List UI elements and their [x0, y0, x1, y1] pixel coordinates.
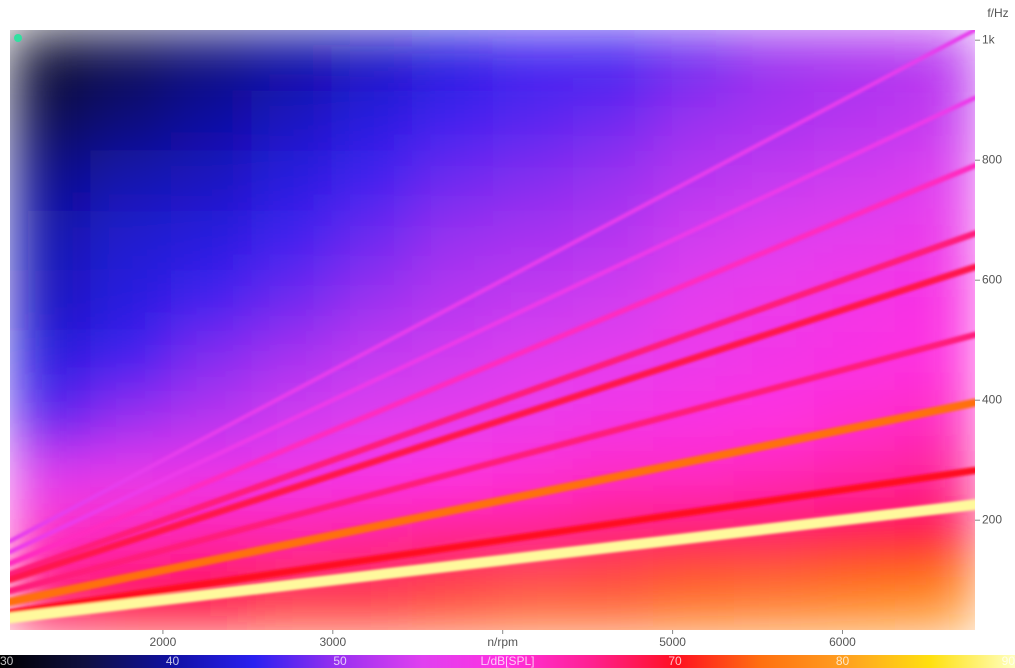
- heatmap-cell: [90, 150, 171, 211]
- heatmap-cell: [171, 210, 252, 271]
- heatmap-cell: [895, 570, 976, 631]
- heatmap-cell: [814, 270, 895, 331]
- heatmap-cell: [90, 30, 171, 91]
- page: {"chart_data": { "type": "spectrogram", …: [0, 0, 1015, 668]
- heatmap-cell: [251, 330, 332, 391]
- colorbar-tick-label: 80: [836, 654, 850, 668]
- heatmap-cell: [332, 270, 413, 331]
- colorbar-tick-label: L/dB[SPL]: [480, 654, 534, 668]
- heatmap-cell: [573, 570, 654, 631]
- y-tick-label: 800: [982, 152, 1002, 166]
- colorbar-tick-label: 90: [1002, 654, 1015, 668]
- heatmap-cell: [493, 90, 574, 151]
- heatmap-cell: [653, 210, 734, 271]
- heatmap-cell: [171, 30, 252, 91]
- colorbar-tick-label: 30: [0, 654, 14, 668]
- heatmap-cell: [332, 150, 413, 211]
- colorbar-tick-label: 40: [166, 654, 180, 668]
- heatmap-cell: [412, 210, 493, 271]
- heatmap-cell: [412, 150, 493, 211]
- heatmap-cell: [251, 30, 332, 91]
- x-tick-label: 5000: [659, 635, 686, 649]
- y-tick-label: 600: [982, 272, 1002, 286]
- heatmap-cell: [734, 30, 815, 91]
- heatmap-cell: [251, 210, 332, 271]
- heatmap-cell: [332, 30, 413, 91]
- heatmap-cell: [10, 330, 91, 391]
- plot-area: [10, 30, 976, 631]
- heatmap-cell: [10, 90, 91, 151]
- heatmap-cell: [895, 510, 976, 571]
- heatmap-cell: [251, 270, 332, 331]
- heatmap-cell: [10, 450, 91, 511]
- heatmap-cell: [10, 150, 91, 211]
- chart: f/Hz 2000 3000 n/rpm 5000 6000 200 400 600 800 1k…: [0, 0, 1015, 668]
- heatmap-cell: [90, 390, 171, 451]
- heatmap-cell: [573, 90, 654, 151]
- heatmap-cell: [10, 390, 91, 451]
- heatmap-cell: [10, 270, 91, 331]
- heatmap-cell: [412, 570, 493, 631]
- heatmap-cell: [895, 30, 976, 91]
- y-tick-label: 200: [982, 512, 1002, 526]
- heatmap-cell: [90, 90, 171, 151]
- marker-dot: [14, 34, 22, 42]
- y-tick-label: 1k: [982, 32, 996, 46]
- heatmap-cell: [493, 150, 574, 211]
- heatmap-cell: [814, 30, 895, 91]
- colorbar: 30 40 50 L/dB[SPL] 70 80 90: [0, 654, 1015, 668]
- heatmap-cell: [412, 90, 493, 151]
- heatmap-cell: [573, 30, 654, 91]
- heatmap-cell: [653, 570, 734, 631]
- x-tick-label: n/rpm: [487, 635, 518, 649]
- x-tick-label: 3000: [319, 635, 346, 649]
- heatmap-cell: [653, 90, 734, 151]
- x-tick-label: 2000: [150, 635, 177, 649]
- heatmap-cell: [493, 570, 574, 631]
- heatmap-cell: [734, 510, 815, 571]
- heatmap-cell: [90, 330, 171, 391]
- heatmap-cell: [814, 570, 895, 631]
- heatmap-cell: [10, 30, 91, 91]
- y-axis-label: f/Hz: [987, 6, 1008, 20]
- y-tick-label: 400: [982, 392, 1002, 406]
- heatmap-cell: [332, 390, 413, 451]
- heatmap-cell: [814, 210, 895, 271]
- heatmap-cell: [90, 270, 171, 331]
- heatmap-cell: [171, 90, 252, 151]
- heatmap-cell: [332, 90, 413, 151]
- colorbar-tick-label: 70: [668, 654, 682, 668]
- heatmap-cell: [251, 150, 332, 211]
- heatmap-cell: [171, 150, 252, 211]
- heatmap-cell: [332, 210, 413, 271]
- heatmap-cell: [171, 330, 252, 391]
- heatmap-cell: [251, 90, 332, 151]
- heatmap-cell: [412, 30, 493, 91]
- x-tick-label: 6000: [829, 635, 856, 649]
- heatmap-cell: [895, 90, 976, 151]
- colorbar-tick-label: 50: [333, 654, 347, 668]
- heatmap-cell: [493, 30, 574, 91]
- heatmap-cell: [573, 150, 654, 211]
- heatmap-cell: [171, 270, 252, 331]
- heatmap-cell: [734, 570, 815, 631]
- heatmap-cell: [653, 30, 734, 91]
- heatmap-cell: [90, 210, 171, 271]
- heatmap-cell: [10, 210, 91, 271]
